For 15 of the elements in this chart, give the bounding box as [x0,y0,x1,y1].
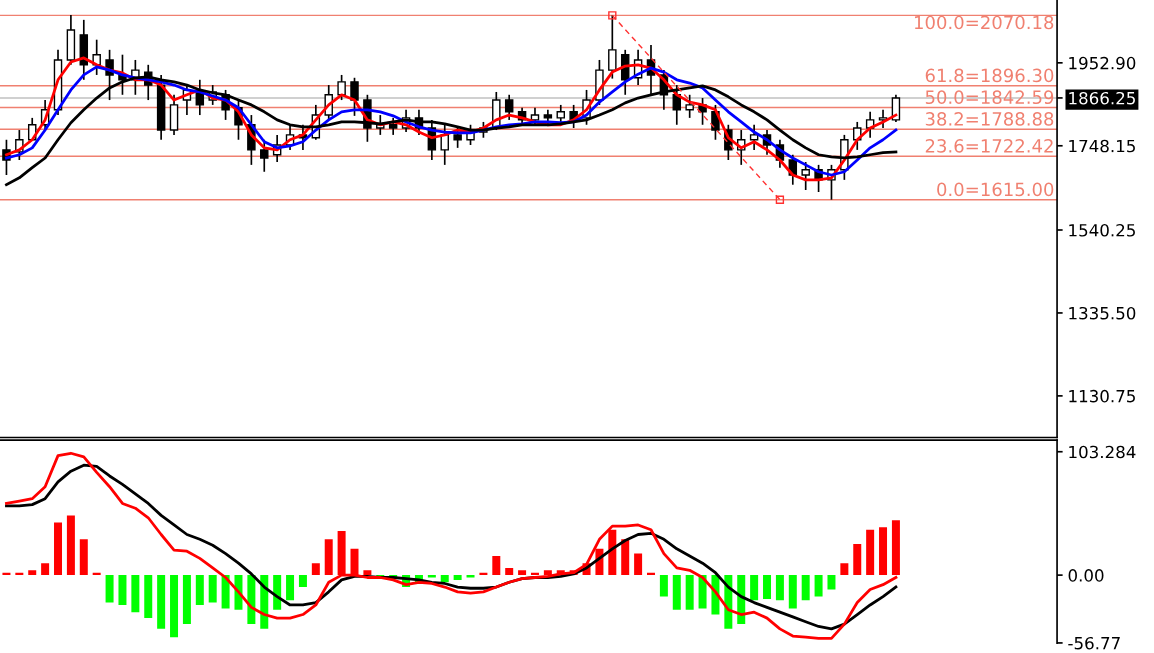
y-tick-label: 1866.25 [1069,91,1135,105]
ref-line-label: 0.0=1615.00 [937,182,1054,197]
y-tick-label: 1335.50 [1069,306,1136,320]
y-tick-label: 1540.25 [1069,223,1135,237]
y-tick-label: -56.77 [1068,636,1120,650]
ref-line-label: 100.0=2070.18 [914,15,1054,30]
ref-line-label: 23.6=1722.42 [925,139,1053,153]
y-tick-label: 1130.75 [1069,389,1135,403]
ref-line-label: 38.2=1788.88 [925,112,1054,126]
y-tick-label: 1952.90 [1069,56,1136,70]
y-tick-label: 103.284 [1069,445,1136,459]
y-tick-label: 1748.15 [1069,139,1135,153]
ref-line-label: 50.0=1842.59 [925,90,1054,105]
ref-line-label: 61.8=1896.30 [925,68,1054,83]
y-tick-label: 0.00 [1068,569,1104,582]
